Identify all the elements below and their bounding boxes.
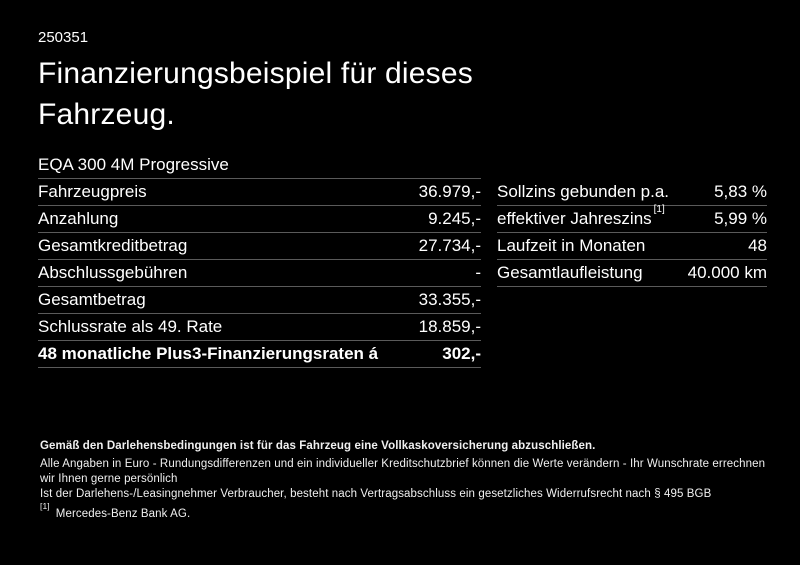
finance-table-row: Abschlussgebühren -: [38, 260, 481, 287]
conditions-table-row: Gesamtlaufleistung 40.000 km: [497, 260, 767, 287]
row-label: Fahrzeugpreis: [38, 182, 147, 201]
row-label: Anzahlung: [38, 209, 119, 228]
footnote-marker: [1]: [40, 501, 50, 512]
conditions-table-row: Sollzins gebunden p.a. 5,83 %: [497, 179, 767, 206]
row-value: 36.979,-: [418, 182, 481, 201]
finance-table-rows: Fahrzeugpreis 36.979,- Anzahlung 9.245,- Ges…: [38, 179, 481, 368]
conditions-table-rows: Sollzins gebunden p.a. 5,83 % effektiver J…: [497, 179, 767, 287]
finance-table-row: Gesamtbetrag 33.355,-: [38, 287, 481, 314]
footnote-text: Mercedes-Benz Bank AG.: [55, 508, 191, 520]
row-label: Sollzins gebunden p.a.: [497, 182, 670, 201]
finance-table-row: Schlussrate als 49. Rate 18.859,-: [38, 314, 481, 341]
fineprint-general-note: Alle Angaben in Euro - Rundungsdifferenz…: [40, 458, 766, 485]
vehicle-model-header: EQA 300 4M Progressive: [38, 152, 481, 179]
row-label: 48 monatliche Plus3-Finanzierungsraten á: [38, 344, 379, 363]
finance-table-row: Gesamtkreditbetrag 27.734,-: [38, 233, 481, 260]
finance-table-row: 48 monatliche Plus3-Finanzierungsraten á…: [38, 341, 481, 368]
row-label: Gesamtkreditbetrag: [38, 236, 188, 255]
conditions-table: Sollzins gebunden p.a. 5,83 % effektiver J…: [497, 179, 767, 287]
row-label: effektiver Jahreszins [1]: [497, 204, 665, 228]
fine-print-section: Gemäß den Darlehensbedingungen ist für d…: [40, 439, 770, 522]
row-value: 33.355,-: [418, 290, 481, 309]
page-title: Finanzierungsbeispiel für dieses Fahrzeu…: [38, 57, 473, 131]
row-value: 302,-: [442, 344, 481, 363]
row-value: 18.859,-: [418, 317, 481, 336]
row-label: Gesamtlaufleistung: [497, 263, 643, 282]
finance-table-row: Fahrzeugpreis 36.979,-: [38, 179, 481, 206]
row-value: 5,83 %: [714, 182, 767, 201]
row-label: Abschlussgebühren: [38, 263, 188, 282]
row-value: 9.245,-: [428, 209, 481, 228]
row-label: Laufzeit in Monaten: [497, 236, 646, 255]
row-label: Schlussrate als 49. Rate: [38, 317, 223, 336]
conditions-table-row: Laufzeit in Monaten 48: [497, 233, 767, 260]
row-value: 5,99 %: [714, 209, 767, 228]
fineprint-insurance-note: Gemäß den Darlehensbedingungen ist für d…: [40, 440, 596, 452]
row-value: 27.734,-: [418, 236, 481, 255]
row-value: 40.000 km: [687, 263, 767, 282]
row-value: -: [475, 263, 481, 282]
finance-table-row: Anzahlung 9.245,-: [38, 206, 481, 233]
finance-table: EQA 300 4M Progressive Fahrzeugpreis 36.9…: [38, 152, 481, 368]
footnote-ref: [1]: [653, 204, 665, 216]
conditions-table-row: effektiver Jahreszins [1] 5,99 %: [497, 204, 767, 233]
row-value: 48: [748, 236, 767, 255]
fineprint-footnote: [1] Mercedes-Benz Bank AG.: [40, 502, 770, 522]
fineprint-withdrawal-note: Ist der Darlehens-/Leasingnehmer Verbrau…: [40, 488, 712, 500]
row-label: Gesamtbetrag: [38, 290, 146, 309]
offer-number: 250351: [38, 29, 89, 46]
vehicle-model-label: EQA 300 4M Progressive: [38, 155, 229, 174]
